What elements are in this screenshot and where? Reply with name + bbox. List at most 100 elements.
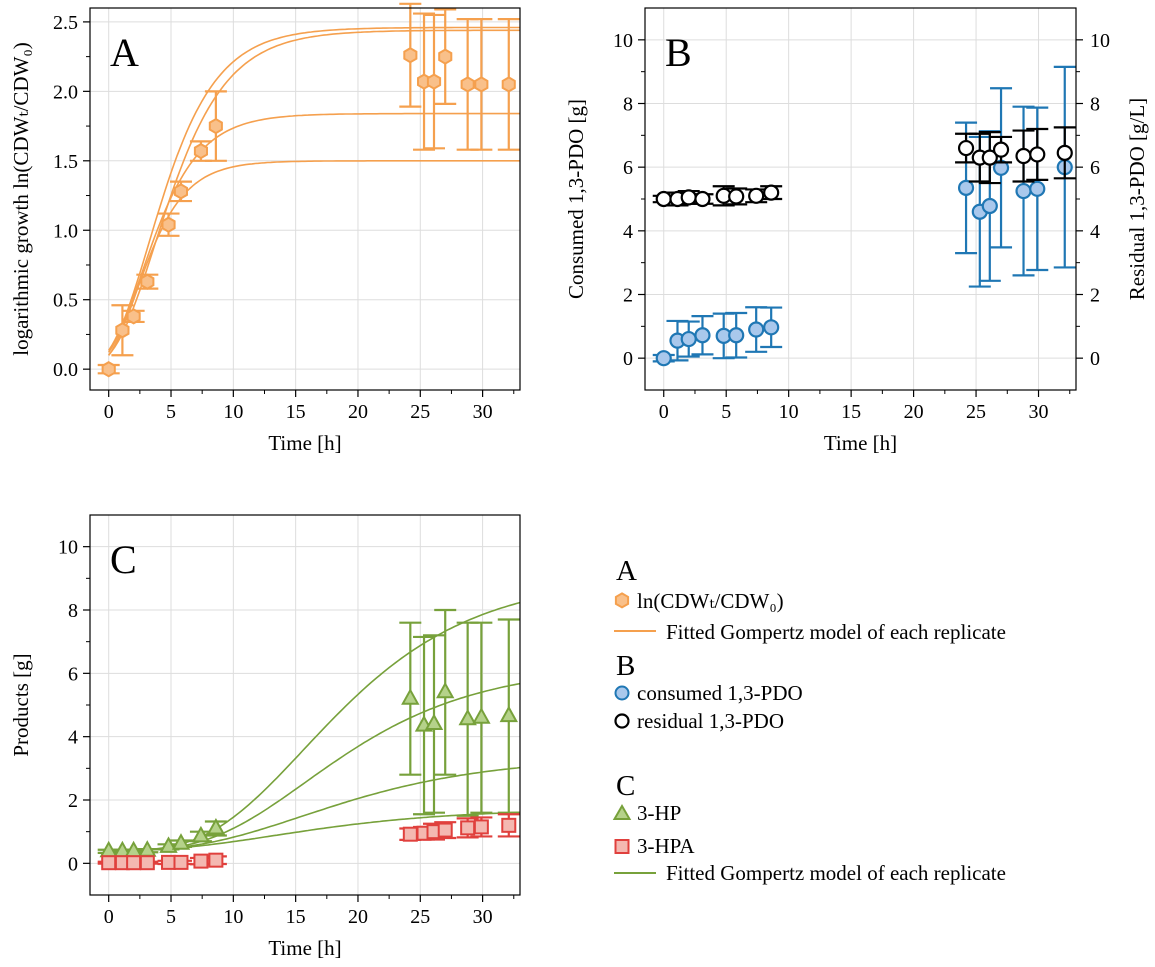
y-axis-label: Consumed 1,3-PDO [g] (564, 99, 588, 299)
y-right-tick-label: 4 (1090, 221, 1100, 243)
data-point (115, 322, 130, 339)
data-point (101, 855, 117, 871)
data-point (206, 817, 226, 835)
legend: A ln(CDWₜ/CDW₀) Fitted Gompertz model of… (612, 555, 1006, 885)
data-point (161, 216, 176, 233)
data-point (499, 705, 518, 723)
y-tick-label: 0.0 (53, 359, 78, 381)
data-point (1056, 144, 1073, 161)
x-tick-label: 0 (104, 906, 114, 928)
data-point (680, 330, 697, 348)
data-point (101, 361, 116, 378)
x-tick-label: 10 (223, 401, 243, 423)
chart-panel-c: 0 5 10 15 20 25 30 0 2 4 6 8 10 Time [h] Products [g] C (9, 514, 521, 960)
data-point (402, 826, 418, 842)
data-point (193, 853, 209, 869)
data-point (728, 188, 745, 205)
x-axis-label: Time [h] (268, 936, 341, 960)
legend-header-b: B (616, 650, 635, 682)
data-point (173, 183, 188, 200)
fit-curve-3 (108, 112, 520, 353)
data-point (748, 321, 765, 338)
legend-marker-residual (614, 713, 630, 729)
data-point (208, 117, 223, 135)
data-point (474, 76, 489, 93)
data-point (1029, 180, 1046, 197)
data-point (458, 708, 477, 726)
series-residual-1-3-pdo (652, 126, 1076, 208)
x-axis-label: Time [h] (268, 431, 341, 455)
data-point (763, 184, 780, 201)
data-point (981, 197, 998, 215)
data-point (191, 825, 211, 843)
y-right-tick-label: 0 (1090, 348, 1100, 370)
data-point (139, 855, 155, 871)
data-point (1015, 182, 1032, 200)
data-point (748, 187, 765, 204)
data-point (126, 308, 141, 325)
legend-label-3hp: 3-HP (637, 801, 681, 825)
panel-letter: C (110, 537, 137, 582)
x-tick-label: 0 (659, 401, 669, 423)
y-tick-label: 0 (623, 348, 633, 370)
x-tick-label: 30 (1029, 401, 1049, 423)
series-ln-cdw-cdw (97, 2, 520, 378)
legend-label-3hpa: 3-HPA (637, 834, 695, 858)
data-point (173, 854, 189, 870)
y-tick-label: 4 (68, 727, 78, 749)
legend-marker-square (614, 839, 630, 854)
data-point (957, 139, 975, 157)
y-right-axis-label: Residual 1,3-PDO [g/L] (1125, 98, 1149, 300)
legend-marker-hexagon (614, 592, 630, 609)
series-3-hpa (97, 813, 520, 871)
data-point (501, 76, 516, 93)
x-tick-label: 15 (286, 401, 306, 423)
y-tick-label: 8 (623, 94, 633, 116)
panel-letter: A (110, 30, 139, 75)
y-tick-label: 10 (613, 30, 633, 52)
legend-label-ln-cdw: ln(CDWₜ/CDW₀) (637, 589, 784, 613)
y-tick-label: 2.0 (53, 81, 78, 103)
axes-frame (89, 7, 521, 391)
y-right-tick-label: 10 (1090, 30, 1110, 52)
fit-curve-1 (108, 26, 520, 351)
y-tick-label: 2 (623, 285, 633, 307)
x-tick-label: 10 (223, 906, 243, 928)
x-tick-label: 20 (904, 401, 924, 423)
legend-label-residual: residual 1,3-PDO (637, 709, 784, 733)
fit-curve-1 (108, 601, 520, 852)
chart-panel-b: 0 5 10 15 20 25 30 0 2 4 6 8 10 0 2 4 6 8 10 Residual 1,3-P… (564, 7, 1149, 455)
data-point (171, 833, 191, 850)
data-point (473, 819, 489, 835)
y-tick-label: 0.5 (53, 290, 78, 312)
data-point (694, 327, 711, 344)
data-point (437, 822, 453, 838)
data-point (438, 48, 453, 65)
x-tick-label: 15 (841, 401, 861, 423)
data-point (193, 142, 208, 160)
data-point (472, 707, 491, 724)
data-point (501, 817, 517, 833)
y-tick-label: 1.5 (53, 151, 78, 173)
y-right-tick-label: 2 (1090, 285, 1100, 307)
data-point (460, 820, 476, 836)
data-point (680, 189, 697, 206)
x-tick-label: 25 (966, 401, 986, 423)
fit-curve-3 (108, 766, 520, 852)
y-axis-label: logarithmic growth ln(CDWₜ/CDW₀) (9, 42, 33, 355)
data-point (1015, 147, 1032, 165)
data-point (694, 190, 711, 208)
data-point (208, 852, 224, 868)
x-tick-label: 30 (473, 906, 493, 928)
legend-header-a: A (616, 555, 637, 587)
y-tick-label: 8 (68, 600, 78, 622)
chart-panel-a: 0 5 10 15 20 25 30 0.0 0.5 1.0 1.5 2.0 2.5 Time [h] lo… (9, 2, 521, 455)
data-point (981, 149, 998, 166)
legend-label-gompertz-c: Fitted Gompertz model of each replicate (666, 861, 1006, 885)
fit-curve-2 (108, 29, 520, 356)
data-point (728, 327, 745, 344)
x-axis-label: Time [h] (824, 431, 897, 455)
x-tick-label: 30 (473, 401, 493, 423)
y-tick-label: 6 (68, 663, 78, 685)
legend-label-consumed: consumed 1,3-PDO (637, 681, 803, 705)
